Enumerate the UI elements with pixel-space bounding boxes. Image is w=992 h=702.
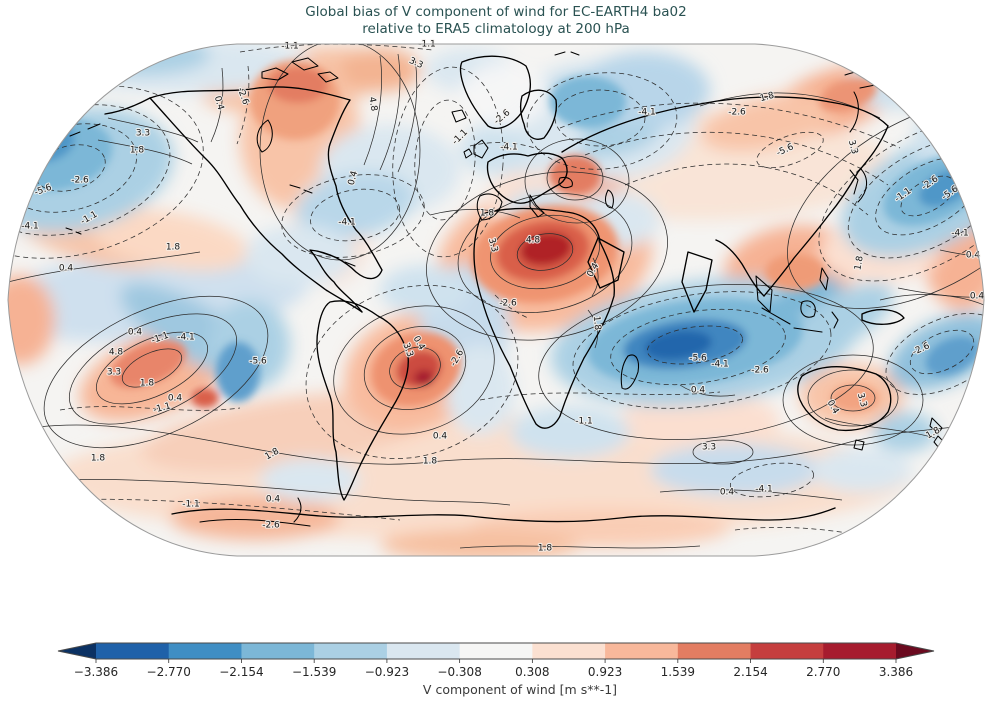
- colorbar-segment: [386, 643, 461, 659]
- colorbar-segment: [532, 643, 606, 659]
- colorbar-segment: [677, 643, 752, 659]
- contour-lines: [8, 44, 984, 549]
- contour-label: 3.3: [702, 443, 716, 453]
- colorbar-tick-label: −2.770: [147, 665, 191, 679]
- contour-label: -2.6: [751, 366, 769, 376]
- contour-label: 0.4: [59, 264, 74, 274]
- contour-label: 4.8: [366, 96, 378, 112]
- colorbar-extend-left: [58, 643, 96, 659]
- contour-label: 3.3: [136, 129, 150, 139]
- colorbar-segment: [241, 643, 315, 659]
- colorbar-tick-label: 1.539: [661, 665, 695, 679]
- colorbar-extend-right: [896, 643, 934, 659]
- colorbar-tick-label: −3.386: [74, 665, 118, 679]
- contour-label: 1.8: [140, 379, 155, 389]
- contour-label: 4.8: [109, 348, 124, 358]
- colorbar-tick-label: −0.308: [437, 665, 481, 679]
- contour-label: 4.8: [526, 236, 541, 246]
- colorbar-segment: [750, 643, 824, 659]
- contour-label: 0.4: [970, 292, 985, 302]
- contour-label: -4.1: [21, 222, 39, 232]
- contour-label: -4.1: [638, 108, 656, 118]
- colorbar-tick-label: −0.923: [365, 665, 409, 679]
- contour-label: -1.1: [182, 500, 200, 510]
- contour-label: 0.4: [128, 328, 143, 338]
- colorbar-tick-label: 2.770: [806, 665, 840, 679]
- contour-label: 0.4: [691, 386, 706, 396]
- contour-label: 1.8: [759, 91, 776, 104]
- contour-label: 0.4: [720, 488, 735, 498]
- contour-label: 1.8: [853, 255, 865, 271]
- colorbar-segment: [459, 643, 533, 659]
- colorbar-tick-label: 3.386: [879, 665, 913, 679]
- contour-label: 0.4: [168, 394, 183, 404]
- contour-label: 0.4: [266, 495, 281, 505]
- contour-label: -2.6: [499, 299, 517, 309]
- contour-label: 1.8: [480, 209, 495, 219]
- contour-label: -4.1: [500, 143, 518, 153]
- contour-label: 1.8: [538, 544, 553, 554]
- contour-label: 0.4: [347, 170, 360, 187]
- contour-label: 3.3: [486, 237, 499, 253]
- coastlines: [65, 51, 951, 527]
- colorbar-tick-label: 2.154: [733, 665, 767, 679]
- colorbar-tick-label: 0.308: [515, 665, 549, 679]
- contour-label: 3.3: [107, 368, 121, 378]
- contour-label: -4.1: [951, 229, 969, 239]
- colorbar: −3.386 −2.770 −2.154 −1.539 −0.923 −0.308 0.30…: [57, 642, 935, 679]
- figure-title-line1: Global bias of V component of wind for E…: [305, 4, 686, 20]
- contour-label: -4.1: [177, 333, 195, 343]
- contour-label: 3.3: [846, 139, 859, 155]
- contour-label: -4.1: [711, 360, 729, 370]
- colorbar-segment: [823, 643, 897, 659]
- colorbar-segment: [168, 643, 242, 659]
- colorbar-segment: [605, 643, 679, 659]
- contour-label: 0.4: [212, 95, 225, 112]
- contour-label: 1.8: [130, 146, 145, 156]
- contour-label: -2.6: [728, 108, 746, 118]
- contour-label: 1.8: [423, 457, 438, 467]
- contour-label: -2.6: [262, 521, 280, 531]
- colorbar-tick-label: −2.154: [219, 665, 263, 679]
- contour-label: 1.8: [166, 243, 181, 253]
- contour-label: 3.3: [855, 392, 868, 408]
- contour-label: -4.1: [755, 485, 773, 495]
- contour-label: -5.6: [249, 357, 267, 367]
- colorbar-segment: [314, 643, 388, 659]
- colorbar-tick-label: −1.539: [292, 665, 336, 679]
- colorbar-axis-label: V component of wind [m s**-1]: [423, 682, 617, 697]
- map-outline: [7, 43, 985, 557]
- colorbar-tick-label: 0.923: [588, 665, 622, 679]
- contour-label: -5.6: [689, 354, 707, 364]
- contour-label: -4.1: [338, 218, 356, 228]
- figure-title-line2: relative to ERA5 climatology at 200 hPa: [362, 21, 630, 37]
- contour-label: -1.1: [575, 417, 593, 427]
- contour-label: -2.6: [71, 176, 89, 186]
- contour-label: 1.8: [91, 454, 106, 464]
- contour-label: 1.8: [591, 315, 602, 330]
- filled-bias-field: [8, 44, 984, 556]
- colorbar-segment: [96, 643, 170, 659]
- contour-label: 0.4: [433, 432, 448, 442]
- contour-label: -1.1: [281, 42, 299, 52]
